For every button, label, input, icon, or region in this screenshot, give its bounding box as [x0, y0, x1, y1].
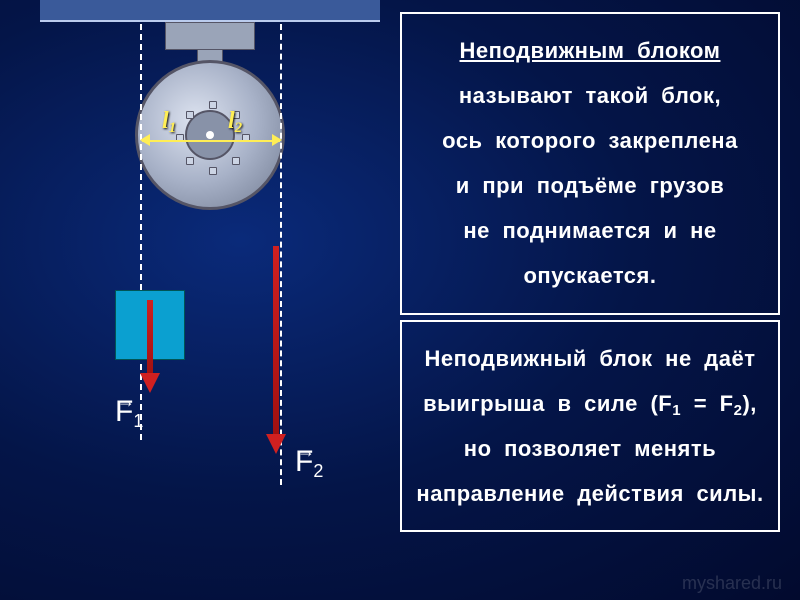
span-cap-right: [272, 134, 282, 146]
definition-line: не поднимается и не: [463, 218, 716, 243]
definition-line: и при подъёме грузов: [456, 173, 725, 198]
f1-label: → F1: [115, 395, 143, 429]
pulley-wheel: [135, 60, 285, 210]
span-line: [142, 140, 280, 142]
definition-box: Неподвижным блоком называют такой блок, …: [400, 12, 780, 315]
f2-label: → F2: [295, 445, 323, 479]
property-box: Неподвижный блок не даёт выигрыша в силе…: [400, 320, 780, 532]
force-arrow-2-head: [266, 434, 286, 454]
property-post: но позволяет менять направление действия…: [416, 436, 763, 506]
rope-right-dashed: [280, 24, 282, 485]
force-arrow-1: [147, 300, 153, 375]
formula: (F1 = F2),: [650, 391, 756, 416]
force-arrow-2: [273, 246, 279, 436]
force-arrow-1-head: [140, 373, 160, 393]
bracket-top: [165, 22, 255, 50]
ceiling-bar: [40, 0, 380, 22]
definition-title: Неподвижным блоком: [460, 38, 721, 63]
definition-line: ось которого закреплена: [442, 128, 738, 153]
pulley-bolts: [138, 63, 282, 207]
span-cap-left: [140, 134, 150, 146]
l1-label: l1: [162, 108, 176, 135]
definition-line: опускается.: [523, 263, 656, 288]
watermark: myshared.ru: [682, 573, 782, 594]
definition-line: называют такой блок,: [459, 83, 721, 108]
l2-label: l2: [228, 108, 242, 135]
